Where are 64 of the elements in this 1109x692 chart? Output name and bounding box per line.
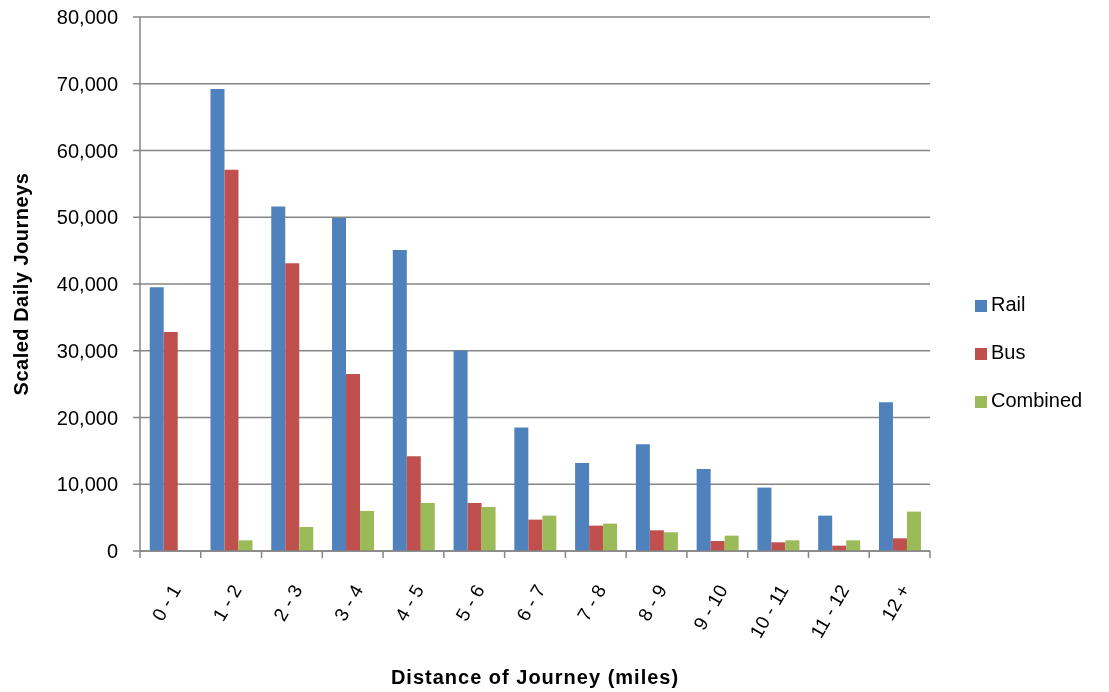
bar <box>299 526 314 551</box>
bar <box>771 542 786 551</box>
bar <box>878 402 893 551</box>
x-tick-label: 5 - 6 <box>451 580 489 625</box>
bar <box>724 535 739 551</box>
bar <box>514 427 529 551</box>
bar <box>528 519 543 551</box>
legend-label: Bus <box>991 341 1026 363</box>
bar <box>238 540 253 551</box>
bar <box>392 249 407 551</box>
legend-label: Rail <box>991 293 1026 315</box>
bar <box>346 374 361 551</box>
x-tick-label: 10 - 11 <box>745 580 793 642</box>
bar <box>846 540 861 551</box>
x-tick-label: 4 - 5 <box>390 580 428 625</box>
bar <box>406 456 421 551</box>
bar <box>818 515 833 551</box>
bar <box>696 468 711 551</box>
bar <box>785 540 800 551</box>
bar <box>603 523 618 551</box>
x-tick-label: 0 - 1 <box>147 580 185 625</box>
x-tick-label: 9 - 10 <box>688 580 732 634</box>
bar <box>360 510 375 551</box>
x-tick-label: 2 - 3 <box>268 580 307 625</box>
bar <box>575 462 590 551</box>
x-tick-label: 8 - 9 <box>633 580 671 625</box>
bar <box>285 263 300 551</box>
y-tick-label: 80,000 <box>56 6 118 28</box>
y-tick-label: 70,000 <box>56 72 118 95</box>
bar <box>649 530 664 551</box>
bar <box>224 169 239 551</box>
y-tick-label: 50,000 <box>56 206 118 229</box>
bar <box>332 217 347 551</box>
bar <box>467 502 482 551</box>
bar <box>757 487 772 551</box>
y-tick-label: 40,000 <box>56 273 118 295</box>
x-tick-label: 6 - 7 <box>511 580 550 625</box>
bar <box>149 287 164 551</box>
x-tick-label: 7 - 8 <box>572 580 610 625</box>
bar <box>271 206 286 551</box>
bar <box>892 538 907 551</box>
bar <box>663 532 678 551</box>
x-axis-title: Distance of Journey (miles) <box>390 666 680 688</box>
y-tick-label: 60,000 <box>56 139 118 162</box>
y-axis-title: Scaled Daily Journeys <box>10 172 32 396</box>
bar <box>210 89 225 551</box>
x-tick-label: 12 + <box>876 580 914 624</box>
y-tick-label: 30,000 <box>56 339 118 362</box>
bar <box>481 506 496 551</box>
x-tick-label: 11 - 12 <box>805 580 853 642</box>
y-tick-label: 20,000 <box>56 406 118 429</box>
bar <box>589 525 604 551</box>
bar <box>542 515 557 551</box>
y-tick-label: 10,000 <box>56 473 118 496</box>
y-tick-label: 0 <box>106 540 118 562</box>
bar <box>453 350 468 551</box>
x-tick-label: 1 - 2 <box>208 580 246 625</box>
bar <box>710 540 725 551</box>
bar <box>163 332 178 551</box>
legend-label: Combined <box>991 389 1083 411</box>
bar <box>906 511 921 551</box>
bar <box>635 444 650 551</box>
x-tick-label: 3 - 4 <box>329 580 367 625</box>
bar <box>420 502 435 551</box>
